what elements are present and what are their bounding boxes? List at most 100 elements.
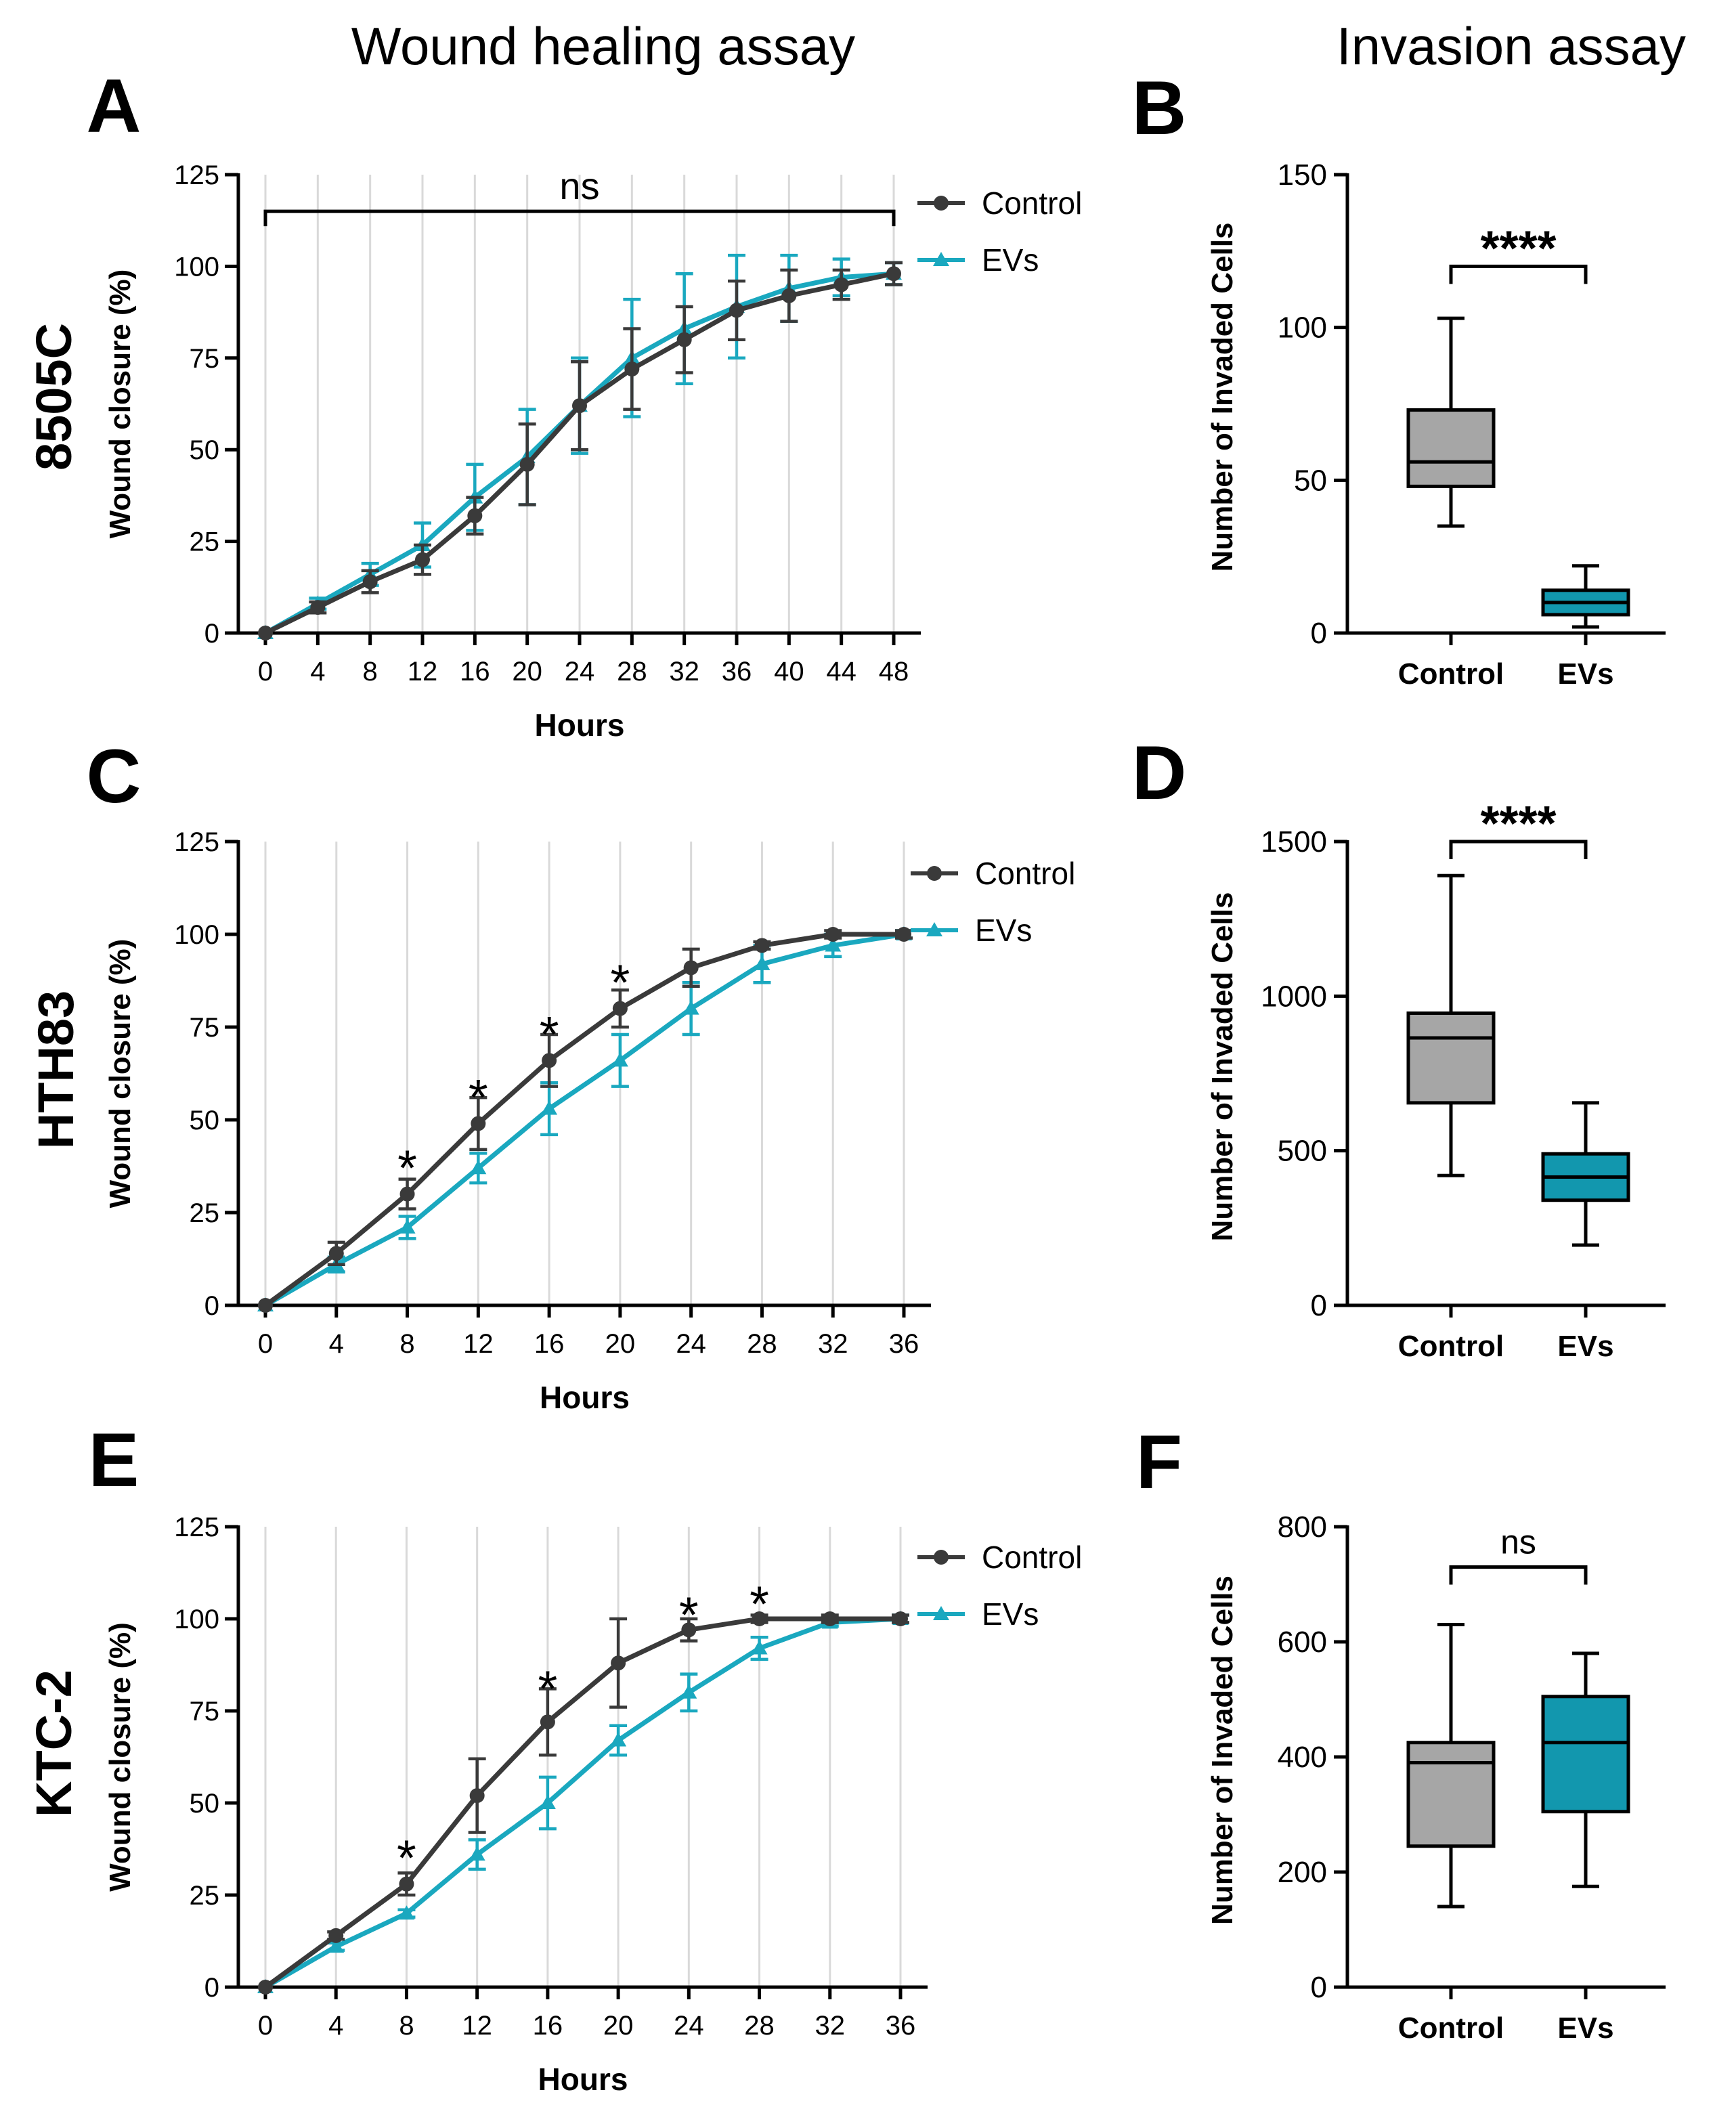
line-chart-E: E 0 25 50 75 100 125 0 4 8 12 16 20 24 28 32 36 Hours Woun… — [89, 1418, 1083, 2097]
x-tick-label: 40 — [774, 657, 804, 687]
y-tick-label: 0 — [204, 1291, 219, 1321]
legend-marker-evs — [933, 1606, 949, 1620]
x-tick-label: 32 — [818, 1329, 848, 1359]
y-tick-label: 50 — [1294, 464, 1327, 497]
x-tick-label: 0 — [258, 2011, 273, 2041]
data-point — [541, 1100, 558, 1115]
y-tick-label: 125 — [174, 827, 219, 857]
data-point — [893, 1611, 908, 1626]
x-axis-label: Hours — [538, 2062, 628, 2097]
box-iqr — [1406, 408, 1496, 488]
x-tick-label: 28 — [744, 2011, 775, 2041]
y-tick-label: 75 — [190, 1697, 220, 1726]
box-iqr — [1406, 1741, 1496, 1848]
x-tick-label: 4 — [329, 1329, 344, 1359]
data-point — [398, 1905, 415, 1920]
series-line — [263, 1616, 900, 1989]
data-point — [825, 927, 841, 942]
data-point — [469, 1788, 485, 1804]
x-tick-label: 36 — [886, 2011, 916, 2041]
figure-headers: Wound healing assay Invasion assay 8505C… — [26, 16, 1686, 1817]
series-evs — [257, 926, 913, 1311]
significance-bracket — [263, 209, 896, 227]
y-tick-label: 0 — [204, 1973, 219, 2003]
x-tick-label: 4 — [328, 2011, 343, 2041]
box-evs — [1541, 564, 1630, 629]
significance-star: * — [538, 1660, 557, 1716]
series-control — [258, 261, 903, 640]
data-point — [399, 1186, 415, 1202]
data-point — [362, 574, 378, 590]
box-evs — [1541, 1651, 1630, 1888]
data-point — [328, 1246, 344, 1261]
legend: Control EVs — [911, 856, 1075, 948]
series-line — [264, 932, 905, 1308]
x-tick-label: 8 — [399, 2011, 414, 2041]
line-chart-C: C 0 25 50 75 100 125 0 4 8 12 16 20 24 28 32 36 Hours Woun… — [87, 734, 1076, 1415]
y-axis-label: Wound closure (%) — [104, 1622, 137, 1892]
data-point — [539, 1795, 556, 1809]
data-point — [258, 626, 273, 640]
box-chart-F: F 0 200 400 600 800 Number of Invaded Cells Con… — [1136, 1420, 1666, 2045]
y-tick-label: 1500 — [1261, 825, 1327, 858]
column-title-wound-healing: Wound healing assay — [351, 16, 855, 76]
data-point — [752, 1611, 767, 1626]
legend: Control EVs — [917, 1540, 1082, 1632]
data-point — [681, 1622, 697, 1638]
x-axis-label: Hours — [535, 708, 625, 743]
significance-star: * — [679, 1587, 699, 1643]
y-tick-label: 0 — [204, 619, 219, 649]
legend-marker-control — [934, 1550, 949, 1565]
y-axis-label: Number of Invaded Cells — [1206, 892, 1239, 1242]
series-control — [258, 1611, 909, 1995]
panel-letter: A — [87, 64, 142, 148]
y-axis-label: Wound closure (%) — [104, 269, 137, 539]
x-tick-label: 32 — [669, 657, 699, 687]
data-point — [754, 938, 770, 953]
x-tick-label: 4 — [310, 657, 325, 687]
y-tick-label: 25 — [190, 1881, 220, 1911]
y-tick-label: 50 — [190, 1789, 220, 1819]
y-tick-label: 150 — [1278, 158, 1327, 192]
x-tick-label: 8 — [363, 657, 378, 687]
data-point — [610, 1732, 627, 1747]
legend-marker-evs — [926, 922, 942, 936]
row-label-8505C: 8505C — [26, 323, 82, 471]
y-axis-label: Number of Invaded Cells — [1206, 1575, 1239, 1925]
x-tick-label: 36 — [889, 1329, 919, 1359]
y-tick-label: 800 — [1278, 1510, 1327, 1544]
x-category-label: EVs — [1557, 657, 1613, 691]
data-point — [399, 1219, 416, 1234]
x-category-label: Control — [1398, 1330, 1504, 1363]
data-point — [540, 1714, 555, 1730]
x-tick-label: 16 — [460, 657, 490, 687]
significance-star: * — [540, 1006, 559, 1062]
box-iqr — [1406, 1011, 1496, 1105]
y-tick-label: 125 — [174, 160, 219, 190]
data-point — [611, 1052, 628, 1067]
panel-letter: D — [1132, 731, 1187, 815]
box-evs — [1541, 1101, 1630, 1247]
y-tick-label: 50 — [190, 1106, 220, 1135]
data-point — [833, 277, 849, 292]
significance-label: **** — [1480, 221, 1556, 276]
data-point — [680, 1684, 697, 1699]
data-point — [682, 1000, 699, 1015]
data-point — [415, 552, 430, 567]
x-tick-label: 44 — [826, 657, 856, 687]
y-axis-label: Wound closure (%) — [104, 939, 137, 1209]
data-point — [258, 1980, 273, 1995]
y-tick-label: 50 — [190, 435, 220, 465]
data-point — [612, 1001, 628, 1016]
y-tick-label: 100 — [1278, 311, 1327, 345]
significance-bracket — [1449, 1565, 1588, 1585]
data-point — [751, 1640, 768, 1655]
y-axis-label: Number of Invaded Cells — [1206, 223, 1239, 572]
panel-letter: B — [1132, 66, 1187, 150]
x-tick-label: 20 — [605, 1329, 636, 1359]
box-control — [1406, 1623, 1496, 1909]
data-point — [683, 960, 699, 976]
row-label-KTC-2: KTC-2 — [26, 1670, 82, 1817]
box-iqr — [1541, 1695, 1630, 1814]
significance-star: * — [469, 1069, 488, 1125]
